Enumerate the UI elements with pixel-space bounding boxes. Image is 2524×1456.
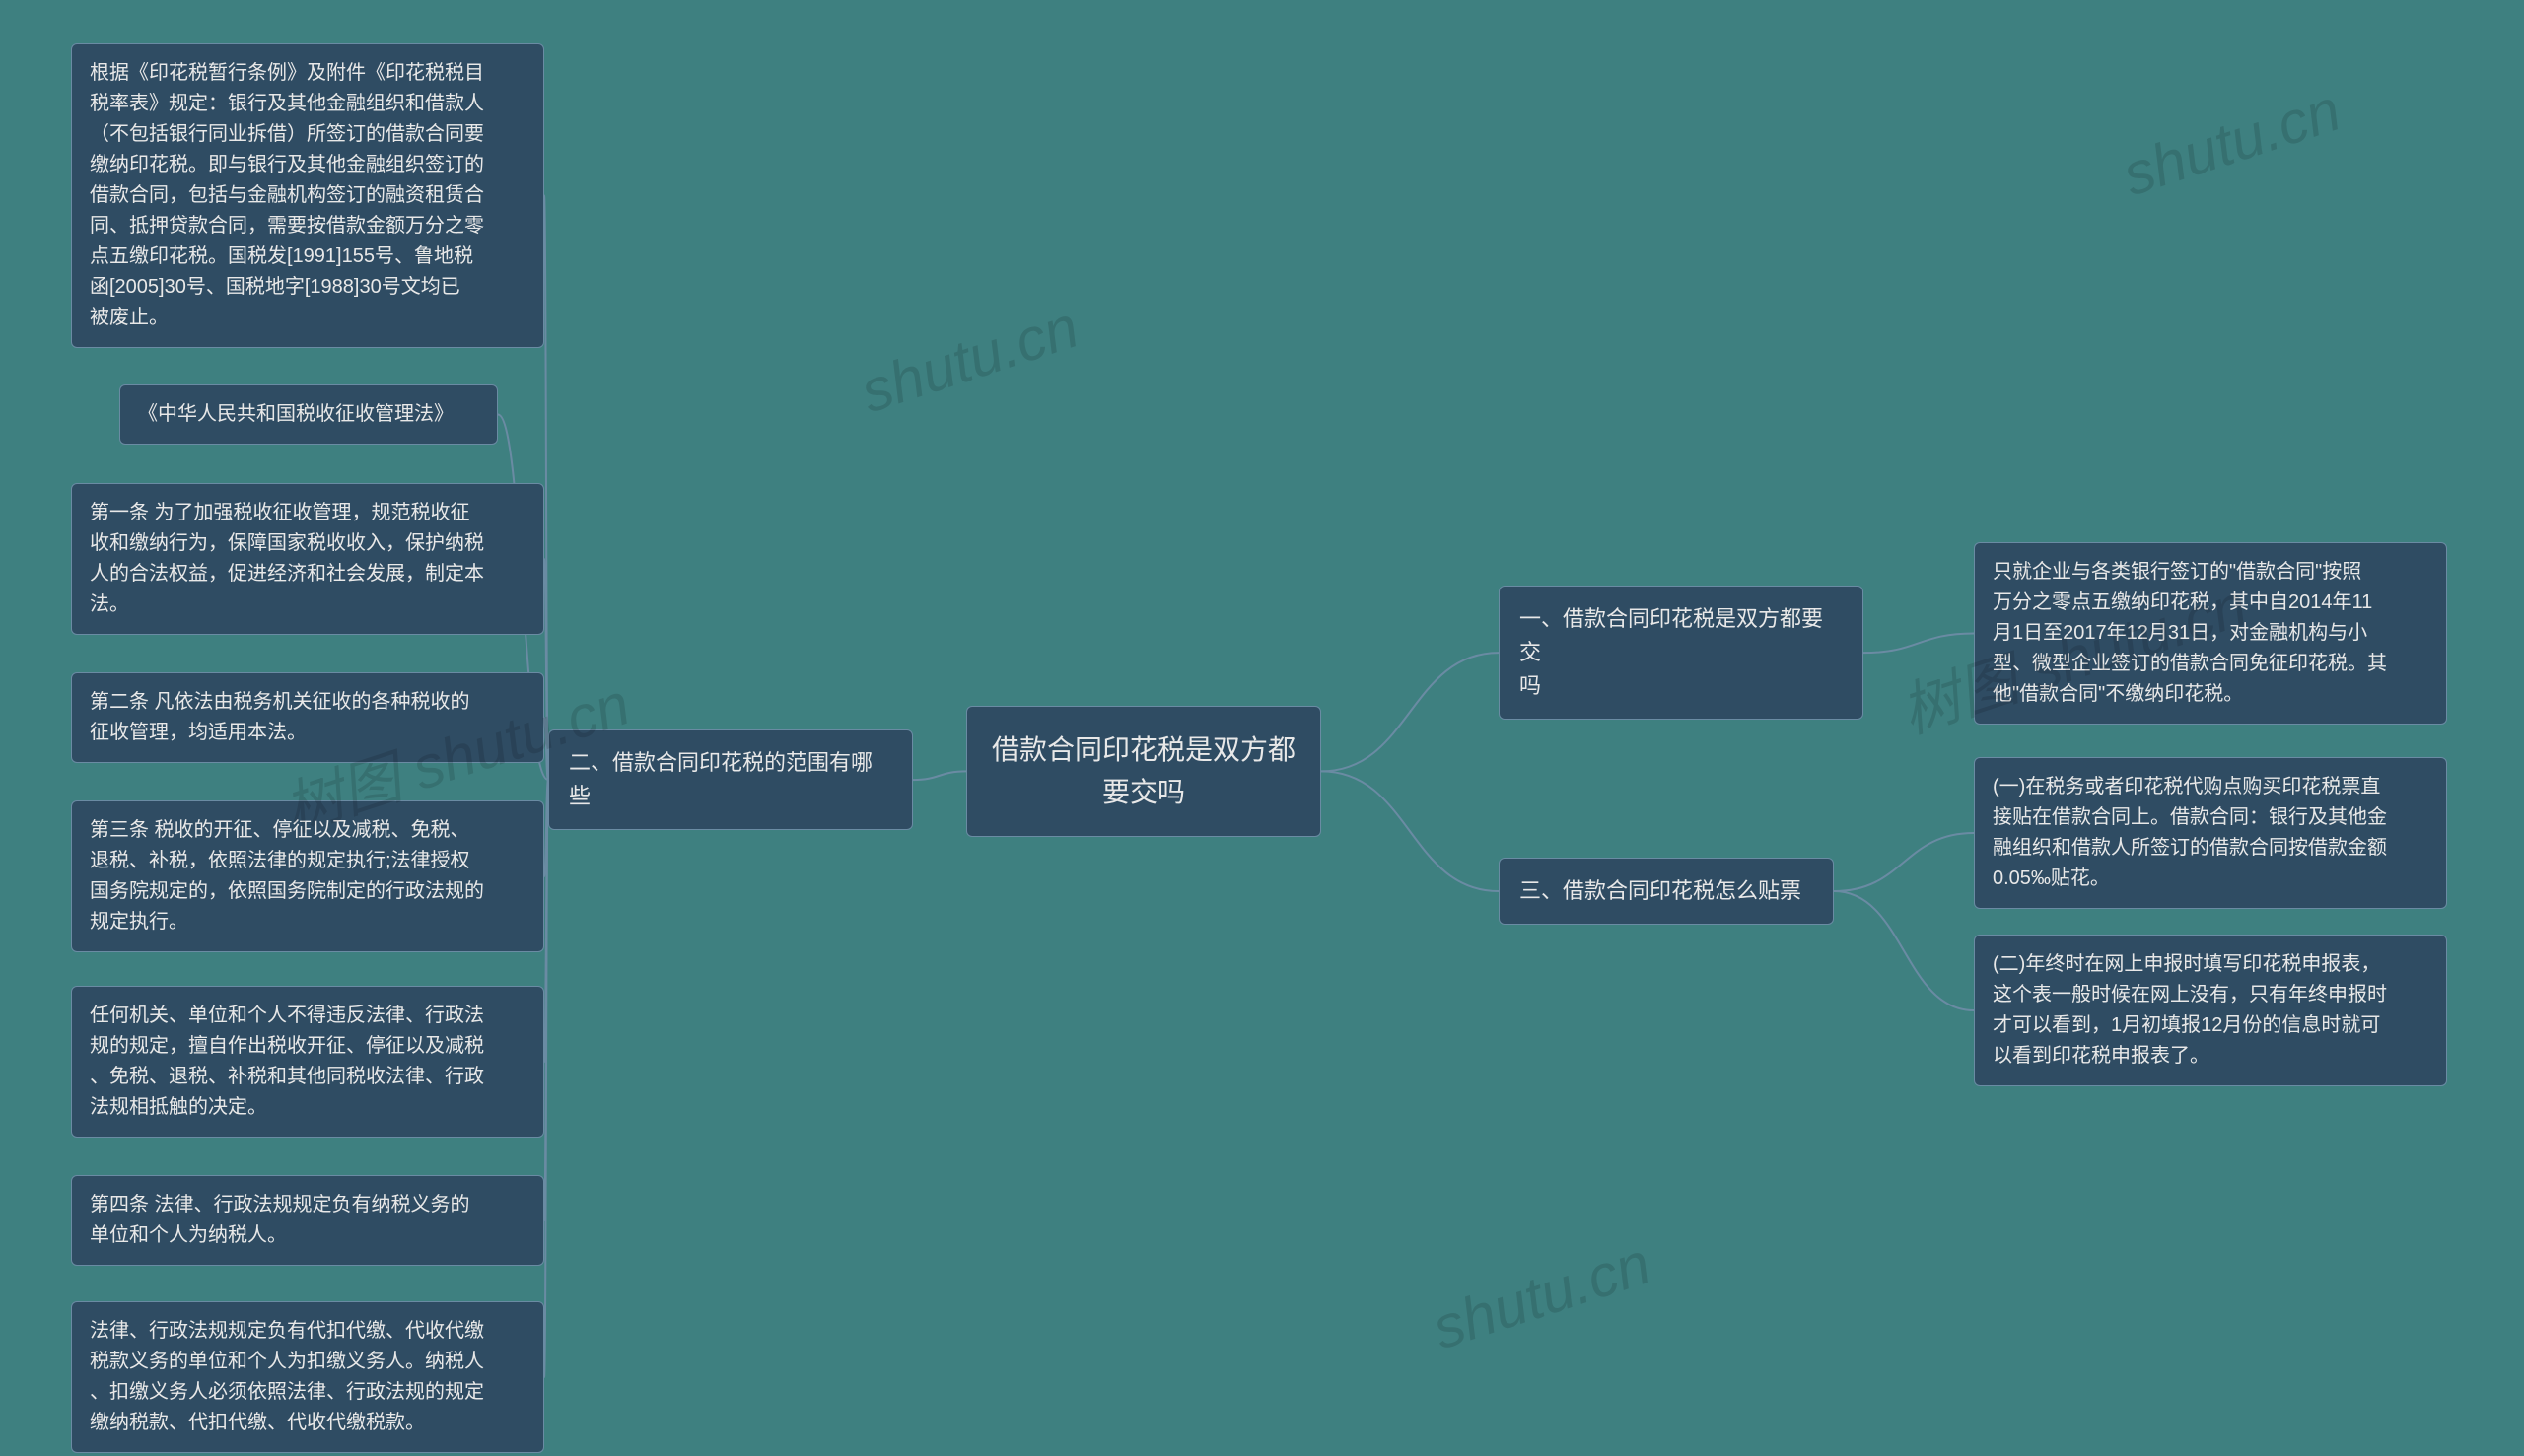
node-b2_l8[interactable]: 法律、行政法规规定负有代扣代缴、代收代缴 税款义务的单位和个人为扣缴义务人。纳税…: [71, 1301, 544, 1453]
node-b2_l3[interactable]: 第一条 为了加强税收征收管理，规范税收征 收和缴纳行为，保障国家税收收入，保护纳…: [71, 483, 544, 635]
node-text: 第四条 法律、行政法规规定负有纳税义务的 单位和个人为纳税人。: [90, 1194, 470, 1246]
node-text: (二)年终时在网上申报时填写印花税申报表， 这个表一般时候在网上没有，只有年终申…: [1993, 953, 2387, 1067]
node-b2_l4[interactable]: 第二条 凡依法由税务机关征收的各种税收的 征收管理，均适用本法。: [71, 672, 544, 763]
node-b2[interactable]: 二、借款合同印花税的范围有哪些: [548, 729, 913, 830]
edge-center-b2: [913, 771, 966, 780]
node-text: 二、借款合同印花税的范围有哪些: [569, 750, 873, 808]
watermark: shutu.cn: [1425, 1229, 1658, 1363]
edge-b1-b1_l1: [1863, 634, 1974, 654]
watermark: shutu.cn: [853, 293, 1087, 427]
node-b2_l6[interactable]: 任何机关、单位和个人不得违反法律、行政法 规的规定，擅自作出税收开征、停征以及减…: [71, 986, 544, 1138]
node-text: 第三条 税收的开征、停征以及减税、免税、 退税、补税，依照法律的规定执行;法律授…: [90, 819, 484, 933]
node-text: 《中华人民共和国税收征收管理法》: [138, 403, 454, 425]
node-b3_l1[interactable]: (一)在税务或者印花税代购点购买印花税票直 接贴在借款合同上。借款合同：银行及其…: [1974, 757, 2447, 909]
node-b3[interactable]: 三、借款合同印花税怎么贴票: [1499, 858, 1834, 925]
node-b2_l2[interactable]: 《中华人民共和国税收征收管理法》: [119, 384, 498, 445]
node-text: 根据《印花税暂行条例》及附件《印花税税目 税率表》规定：银行及其他金融组织和借款…: [90, 62, 484, 328]
node-text: (一)在税务或者印花税代购点购买印花税票直 接贴在借款合同上。借款合同：银行及其…: [1993, 776, 2387, 889]
node-text: 一、借款合同印花税是双方都要交 吗: [1519, 606, 1823, 698]
node-b1[interactable]: 一、借款合同印花税是双方都要交 吗: [1499, 586, 1863, 720]
edge-b2-b2_l8: [544, 780, 548, 1377]
node-text: 三、借款合同印花税怎么贴票: [1519, 878, 1801, 903]
node-text: 只就企业与各类银行签订的"借款合同"按照 万分之零点五缴纳印花税，其中自2014…: [1993, 561, 2387, 705]
node-text: 法律、行政法规规定负有代扣代缴、代收代缴 税款义务的单位和个人为扣缴义务人。纳税…: [90, 1320, 484, 1433]
node-center[interactable]: 借款合同印花税是双方都 要交吗: [966, 706, 1321, 837]
node-b1_l1[interactable]: 只就企业与各类银行签订的"借款合同"按照 万分之零点五缴纳印花税，其中自2014…: [1974, 542, 2447, 725]
node-b2_l5[interactable]: 第三条 税收的开征、停征以及减税、免税、 退税、补税，依照法律的规定执行;法律授…: [71, 800, 544, 952]
node-text: 任何机关、单位和个人不得违反法律、行政法 规的规定，擅自作出税收开征、停征以及减…: [90, 1005, 484, 1118]
watermark: shutu.cn: [2115, 76, 2349, 210]
edge-b3-b3_l2: [1834, 891, 1974, 1010]
node-b2_l7[interactable]: 第四条 法律、行政法规规定负有纳税义务的 单位和个人为纳税人。: [71, 1175, 544, 1266]
node-text: 第二条 凡依法由税务机关征收的各种税收的 征收管理，均适用本法。: [90, 691, 470, 743]
node-b3_l2[interactable]: (二)年终时在网上申报时填写印花税申报表， 这个表一般时候在网上没有，只有年终申…: [1974, 935, 2447, 1086]
node-text: 借款合同印花税是双方都 要交吗: [992, 734, 1296, 807]
edge-center-b3: [1321, 771, 1499, 891]
node-text: 第一条 为了加强税收征收管理，规范税收征 收和缴纳行为，保障国家税收收入，保护纳…: [90, 502, 484, 615]
edge-center-b1: [1321, 653, 1499, 771]
edge-b2-b2_l7: [544, 780, 548, 1220]
edge-b2-b2_l1: [544, 196, 548, 781]
node-b2_l1[interactable]: 根据《印花税暂行条例》及附件《印花税税目 税率表》规定：银行及其他金融组织和借款…: [71, 43, 544, 348]
edge-b3-b3_l1: [1834, 833, 1974, 891]
